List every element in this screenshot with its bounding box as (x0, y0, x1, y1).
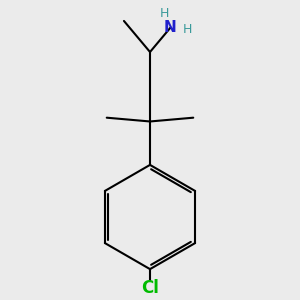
Text: N: N (164, 20, 177, 35)
Text: Cl: Cl (141, 279, 159, 297)
Text: H: H (183, 22, 193, 35)
Text: H: H (160, 7, 169, 20)
